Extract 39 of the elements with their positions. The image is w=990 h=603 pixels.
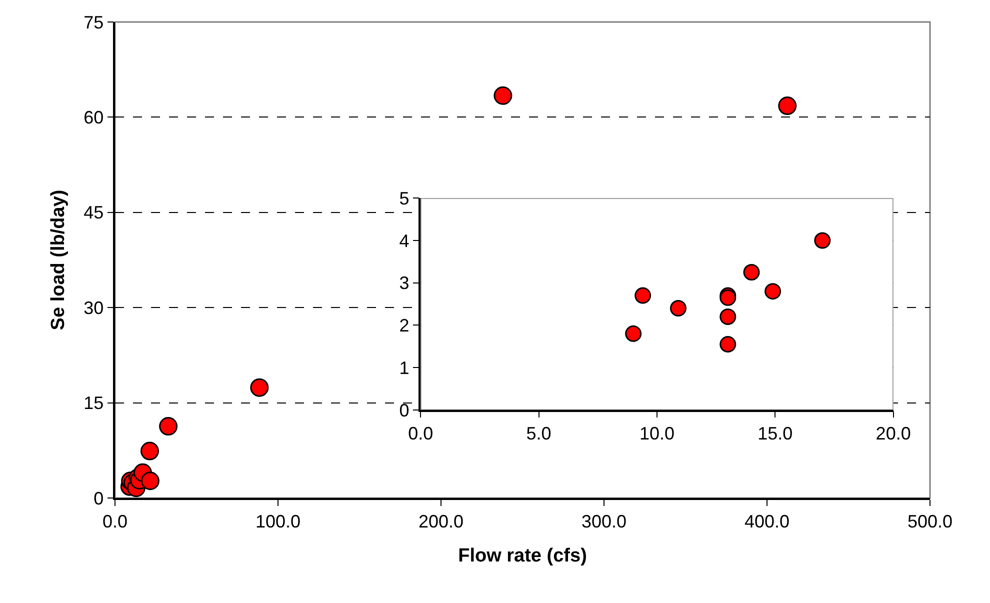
point	[743, 264, 760, 281]
point	[764, 283, 782, 300]
point	[720, 336, 736, 353]
point	[778, 96, 797, 116]
point	[634, 287, 652, 304]
y-tick-label: 75	[84, 12, 104, 32]
x-tick-label: 200.0	[418, 511, 464, 532]
x-tick-label: 0.0	[408, 423, 434, 444]
point	[625, 325, 642, 342]
y-tick-label: 60	[84, 108, 104, 128]
point	[140, 442, 159, 460]
x-tick-label: 400.0	[744, 511, 790, 532]
x-tick-label: 10.0	[639, 423, 674, 444]
point	[494, 86, 512, 105]
point	[814, 232, 831, 249]
y-tick-label: 30	[84, 298, 104, 318]
x-tick-label: 20.0	[876, 423, 911, 444]
y-axis-title: Se load (lb/day)	[48, 190, 69, 330]
x-tick-label: 100.0	[255, 511, 301, 532]
x-tick-label: 0.0	[102, 511, 128, 532]
x-tick-label: 500.0	[907, 511, 953, 532]
y-tick-label: 3	[399, 273, 410, 294]
point	[720, 308, 736, 325]
y-tick-label: 2	[399, 316, 410, 336]
y-tick-label: 4	[399, 230, 410, 251]
y-tick-label: 45	[84, 202, 104, 223]
y-tick-label: 15	[84, 393, 104, 414]
x-tick-label: 300.0	[581, 511, 627, 532]
y-tick-label: 0	[94, 488, 104, 508]
point	[670, 300, 686, 317]
point	[250, 378, 269, 397]
x-tick-label: 5.0	[526, 423, 552, 444]
y-tick-label: 0	[399, 400, 410, 420]
x-tick-label: 15.0	[758, 423, 793, 444]
point	[159, 417, 178, 436]
y-tick-label: 1	[399, 358, 410, 378]
point	[140, 472, 160, 490]
x-axis-title: Flow rate (cfs)	[458, 546, 587, 567]
y-tick-label: 5	[399, 188, 410, 208]
